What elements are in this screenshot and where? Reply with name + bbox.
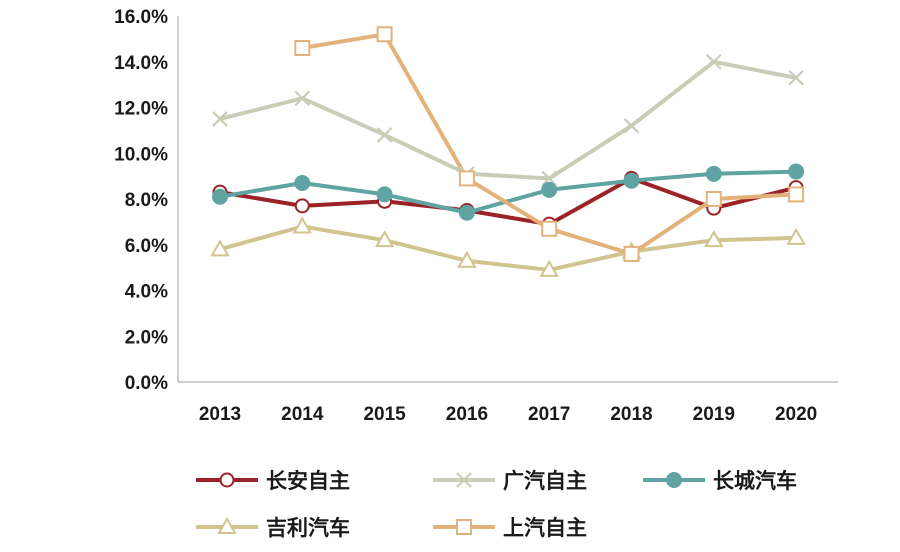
data-point <box>541 170 557 187</box>
data-point <box>539 259 559 277</box>
data-point <box>623 172 640 189</box>
data-point <box>623 118 640 134</box>
legend-label: 吉利汽车 <box>266 516 350 540</box>
y-tick-labels: 0.0% 2.0% 4.0% 6.0% 8.0% 10.0% 12.0% 14.0% 16.0% <box>114 7 168 394</box>
legend-item: 广汽自主 <box>433 469 587 493</box>
data-point <box>704 230 724 248</box>
data-point <box>788 69 804 86</box>
x-tick-label: 2015 <box>363 404 406 425</box>
x-tick-label: 2020 <box>775 404 817 425</box>
data-point <box>294 40 311 57</box>
y-tick-label: 0.0% <box>125 373 168 394</box>
data-point <box>376 127 393 143</box>
data-point <box>541 181 558 198</box>
legend-item: 长城汽车 <box>643 469 797 493</box>
data-point <box>294 198 310 214</box>
data-point <box>786 227 806 245</box>
legend-label: 广汽自主 <box>503 469 587 493</box>
data-point <box>376 26 393 43</box>
x-tick-label: 2019 <box>693 404 735 425</box>
y-tick-label: 10.0% <box>114 144 168 165</box>
x-tick-label: 2017 <box>528 404 570 425</box>
series-line-4 <box>219 224 797 272</box>
data-point <box>458 204 475 221</box>
data-point <box>457 250 477 268</box>
legend-marker <box>219 472 235 488</box>
x-tick-labels: 2013 2014 2015 2016 2017 2018 2019 2020 <box>199 404 817 425</box>
x-tick-label: 2018 <box>610 404 652 425</box>
x-tick-label: 2014 <box>281 404 324 425</box>
legend-marker <box>217 516 237 534</box>
legend-label: 长城汽车 <box>713 469 797 493</box>
legend-marker <box>666 472 682 488</box>
legend-label: 长安自主 <box>266 469 350 493</box>
data-point <box>541 220 558 237</box>
data-point <box>788 186 805 203</box>
legend-item: 长安自主 <box>196 469 350 493</box>
y-tick-label: 8.0% <box>125 190 168 211</box>
y-tick-label: 4.0% <box>125 282 168 303</box>
data-point <box>292 216 313 234</box>
x-tick-label: 2016 <box>446 404 488 425</box>
data-point <box>294 174 311 191</box>
data-point <box>212 188 228 205</box>
data-point <box>705 191 722 207</box>
y-tick-label: 14.0% <box>114 53 168 74</box>
series-lines <box>219 32 797 272</box>
y-tick-label: 6.0% <box>125 236 168 257</box>
legend-item: 吉利汽车 <box>196 516 350 540</box>
series-markers <box>210 26 806 277</box>
y-tick-label: 12.0% <box>114 99 168 120</box>
data-point <box>294 90 311 107</box>
data-point <box>788 163 805 180</box>
data-point <box>706 53 722 70</box>
legend-item: 上汽自主 <box>433 516 587 540</box>
x-tick-label: 2013 <box>199 404 241 425</box>
series-line-1 <box>219 176 797 227</box>
data-point <box>210 239 230 257</box>
data-point <box>376 186 393 203</box>
axes <box>177 16 838 383</box>
legend-marker <box>456 519 472 535</box>
data-point <box>212 111 228 127</box>
legend-marker <box>456 472 472 488</box>
data-point <box>623 245 640 262</box>
y-tick-label: 2.0% <box>125 327 168 348</box>
legend-label: 上汽自主 <box>503 516 587 540</box>
y-tick-label: 16.0% <box>114 7 168 28</box>
series-line-2 <box>219 59 797 181</box>
data-point <box>458 170 475 187</box>
data-point <box>705 165 722 182</box>
data-point <box>374 230 395 248</box>
